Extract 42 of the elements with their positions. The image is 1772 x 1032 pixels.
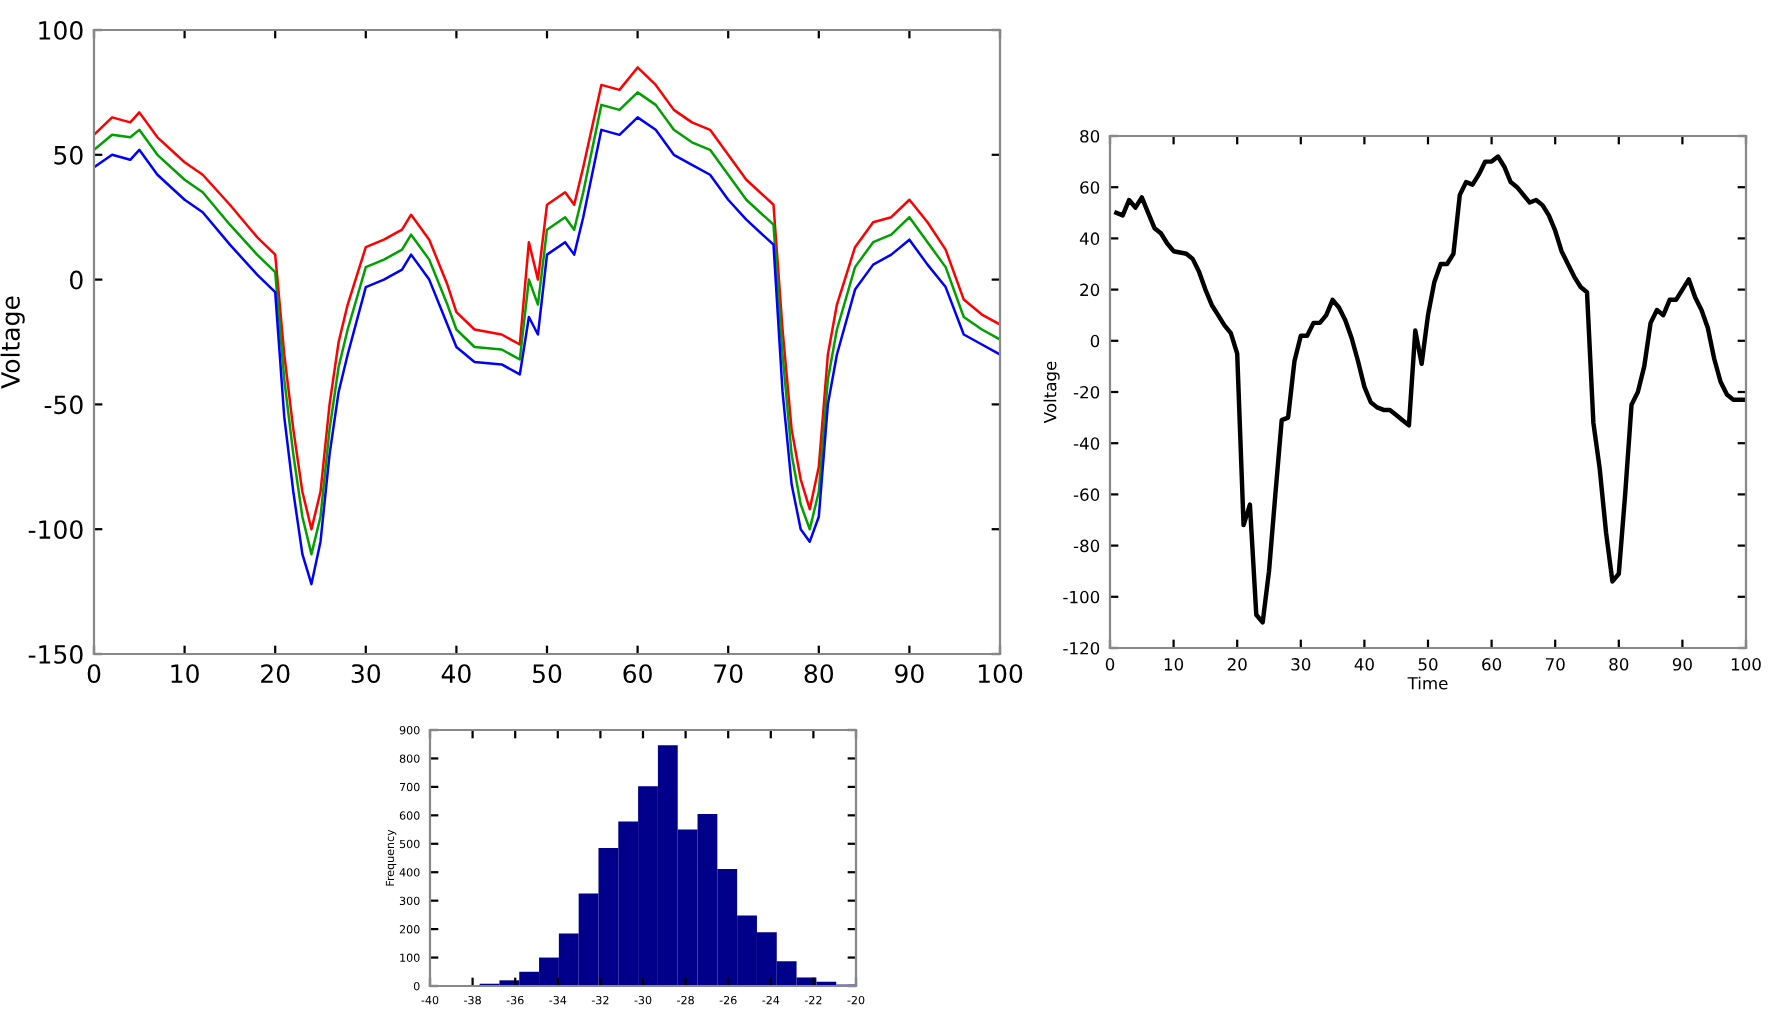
x-tick-label: 20: [261, 664, 290, 684]
x-tick-label: 0: [87, 664, 101, 684]
x-tick-label: 40: [441, 664, 471, 684]
y-tick-label: -80: [1073, 539, 1100, 553]
x-tick-label: 30: [1291, 658, 1311, 671]
y-tick-label: -20: [1073, 385, 1100, 399]
y-tick-label: -100: [1063, 590, 1100, 604]
y-axis-title: Voltage: [1043, 361, 1060, 424]
x-axis-title: Time: [1407, 676, 1448, 690]
x-tick-label: 50: [1418, 658, 1438, 671]
y-tick-label: -50: [44, 395, 83, 415]
y-tick-label: -100: [28, 520, 83, 540]
x-tick-label: 50: [533, 664, 562, 684]
y-tick-label: 20: [1080, 283, 1100, 297]
x-tick-label: 0: [1105, 658, 1115, 671]
x-tick-label: 70: [1545, 658, 1565, 671]
y-tick-label: 80: [1080, 129, 1100, 143]
y-tick-label: 50: [54, 145, 83, 165]
x-tick-label: 30: [351, 664, 381, 684]
y-tick-label: 0: [70, 270, 83, 290]
y-tick-label: -120: [1063, 641, 1100, 655]
y-axis-title: Voltage: [0, 296, 25, 389]
y-tick-label: -40: [1073, 437, 1100, 450]
x-tick-label: 20: [1227, 658, 1247, 671]
x-tick-label: 60: [1482, 658, 1502, 671]
x-tick-label: 80: [1609, 658, 1629, 671]
x-tick-label: 90: [895, 664, 924, 684]
y-tick-label: -60: [1073, 488, 1100, 501]
x-tick-label: 90: [1672, 658, 1692, 671]
y-tick-label: 0: [1090, 334, 1100, 348]
y-tick-label: 60: [1080, 181, 1100, 194]
x-tick-label: 100: [978, 664, 1023, 684]
x-tick-label: 70: [714, 664, 743, 684]
x-tick-label: 80: [804, 664, 834, 684]
x-tick-label: 60: [623, 664, 652, 684]
y-tick-label: -150: [28, 644, 83, 664]
y-tick-label: 100: [39, 20, 83, 40]
x-tick-label: 40: [1354, 658, 1374, 671]
y-tick-label: 40: [1079, 232, 1100, 245]
x-tick-label: 100: [1731, 658, 1761, 671]
x-tick-label: 10: [1164, 658, 1184, 671]
x-tick-label: 10: [171, 664, 199, 684]
